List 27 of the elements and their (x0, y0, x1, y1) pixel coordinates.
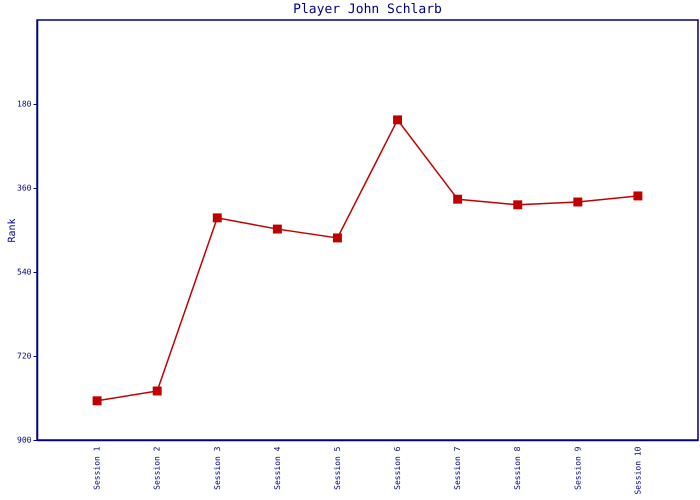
y-tick-label: 360 (17, 184, 32, 192)
point (212, 213, 222, 222)
point (573, 198, 582, 206)
point (633, 191, 642, 200)
y-tick-label: 900 (17, 436, 32, 444)
x-tick-label: Session 8 (513, 446, 522, 490)
x-tick-label: Session 5 (332, 446, 342, 490)
x-tick-label: Session 3 (212, 446, 222, 490)
y-tick-label: 540 (17, 268, 32, 276)
point (453, 194, 462, 204)
x-tick-label: Session 7 (453, 446, 462, 490)
y-tick-label: 180 (17, 100, 32, 108)
y-axis-title: Rank (7, 218, 18, 243)
x-tick-label: Session 4 (272, 446, 282, 490)
point (92, 396, 102, 406)
point (272, 224, 282, 234)
point (393, 115, 402, 124)
chart-title: Player John Schlarb (293, 2, 442, 17)
y-tick-label: 720 (17, 352, 32, 360)
point (513, 200, 522, 210)
x-tick-label: Session 2 (152, 446, 162, 490)
x-tick-label: Session 9 (573, 446, 582, 490)
x-tick-label: Session 6 (393, 446, 402, 490)
point (152, 386, 162, 396)
point (332, 233, 342, 242)
x-tick-label: Session 1 (92, 446, 102, 490)
x-tick-label: Session 10 (633, 446, 642, 495)
